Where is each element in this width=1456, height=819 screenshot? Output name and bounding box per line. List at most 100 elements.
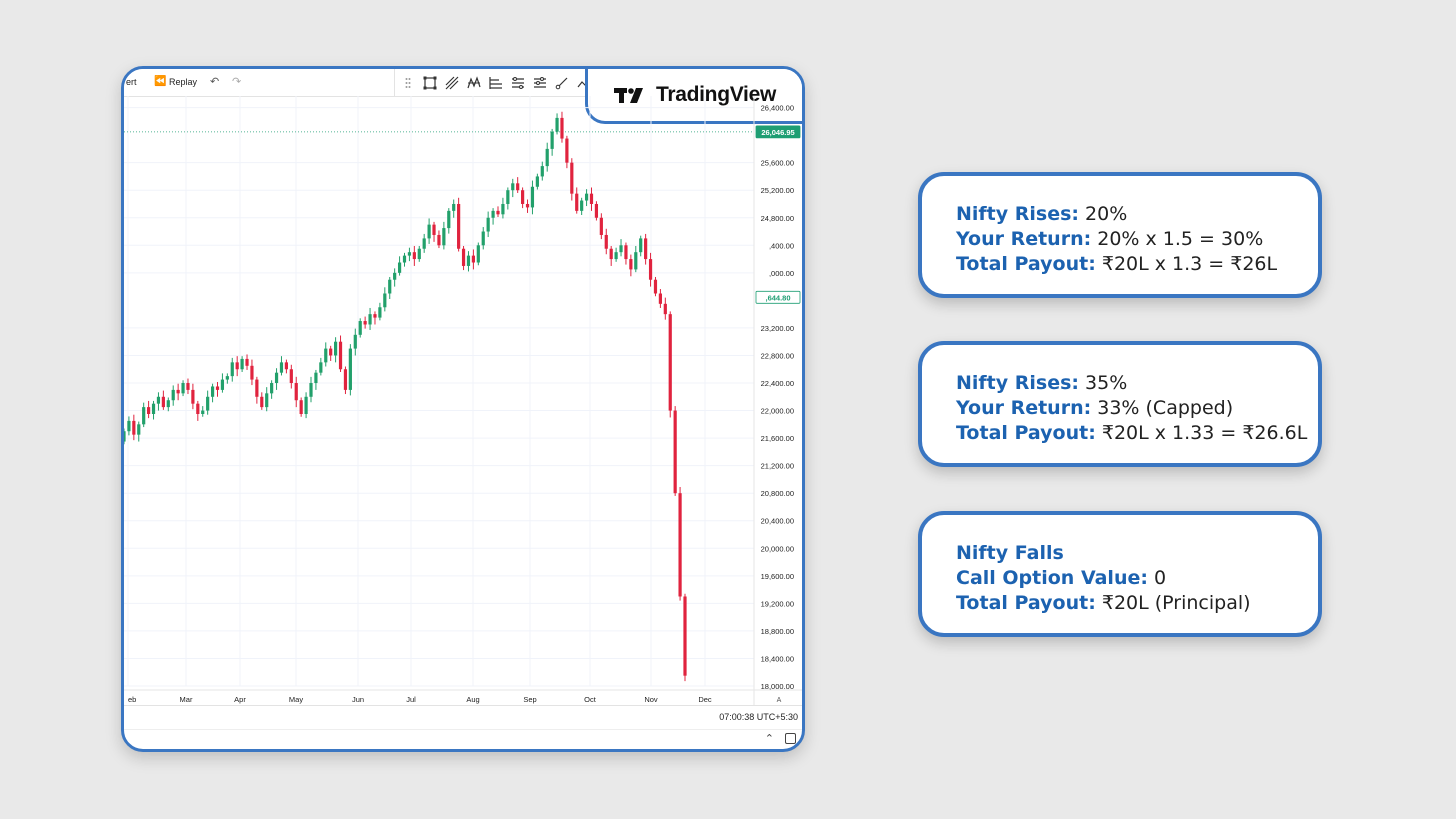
- x-tick-label: Mar: [180, 695, 193, 704]
- candle-body: [176, 389, 180, 394]
- candle-body: [639, 238, 643, 253]
- candle-body: [151, 403, 156, 415]
- candle-body: [156, 396, 161, 404]
- candle-body: [378, 307, 382, 318]
- chevron-up-icon[interactable]: ⌃: [764, 732, 774, 745]
- y-tick-label: 23,200.00: [761, 324, 794, 333]
- candle-body: [353, 334, 357, 349]
- redo-icon[interactable]: ↷: [232, 76, 242, 88]
- x-tick-label: Apr: [234, 695, 246, 704]
- candle-body: [604, 234, 608, 249]
- candle-body: [658, 293, 662, 304]
- candle-body: [422, 238, 426, 249]
- candle-body: [137, 424, 141, 435]
- candle-body: [491, 210, 495, 218]
- candle-body: [457, 203, 461, 249]
- range-tool-icon[interactable]: [509, 74, 527, 92]
- candle-body: [220, 379, 225, 390]
- pattern-tool-icon[interactable]: [465, 74, 483, 92]
- candle-body: [166, 400, 170, 408]
- candle-body: [132, 420, 136, 435]
- drag-handle-icon[interactable]: [399, 74, 417, 92]
- candle-body: [417, 248, 421, 260]
- candle-body: [535, 176, 539, 187]
- candle-body: [545, 148, 549, 167]
- y-tick-label: 25,200.00: [761, 186, 794, 195]
- tradingview-logo: TradingView: [585, 69, 802, 124]
- card-line: Your Return: 20% x 1.5 = 30%: [956, 228, 1264, 250]
- candle-body: [210, 386, 215, 397]
- candle-body: [481, 231, 485, 246]
- candle-body: [191, 389, 195, 404]
- y-tick-label: 24,800.00: [761, 214, 794, 223]
- candle-body: [678, 493, 682, 597]
- candle-body: [393, 272, 397, 280]
- alert-button[interactable]: ert: [126, 77, 137, 87]
- payout-card-rise-35: Nifty Rises: 35% Your Return: 33% (Cappe…: [918, 341, 1322, 467]
- candle-body: [530, 186, 535, 208]
- candle-body: [653, 279, 658, 294]
- brush-tool-icon[interactable]: [553, 74, 571, 92]
- candle-body: [506, 190, 510, 204]
- position-tool-icon[interactable]: [487, 74, 505, 92]
- y-tick-label: 20,400.00: [761, 517, 794, 526]
- candle-body: [142, 407, 146, 425]
- candle-body: [540, 166, 544, 177]
- candle-body: [412, 252, 416, 260]
- projection-tool-icon[interactable]: [531, 74, 549, 92]
- panel-footer: ⌃: [124, 729, 802, 749]
- candle-body: [619, 245, 623, 253]
- auto-scale-button[interactable]: A: [777, 697, 782, 704]
- candle-body: [245, 358, 249, 366]
- candlestick-chart[interactable]: 26,400.00 25,600.00 25,200.00 24,800.00 ,400…: [124, 96, 802, 705]
- candle-body: [466, 255, 471, 266]
- y-tick-label: 18,000.00: [761, 682, 794, 691]
- candle-body: [329, 348, 333, 356]
- card-line: Nifty Rises: 35%: [956, 372, 1128, 394]
- candle-body: [673, 410, 677, 494]
- candle-body: [368, 314, 372, 325]
- y-tick-label: 18,800.00: [761, 627, 794, 636]
- candle-body: [496, 210, 500, 215]
- y-tick-label: 19,200.00: [761, 599, 794, 608]
- x-tick-label: Oct: [584, 695, 597, 704]
- candle-body: [215, 386, 220, 390]
- fib-tool-icon[interactable]: [443, 74, 461, 92]
- y-tick-label: 26,400.00: [761, 104, 794, 113]
- rectangle-tool-icon[interactable]: [421, 74, 439, 92]
- candle-body: [250, 365, 254, 380]
- secondary-price-tag-bg: [755, 290, 801, 304]
- chart-window: ert ⏪ Replay ↶ ↷: [121, 66, 805, 752]
- replay-icon[interactable]: ⏪: [154, 76, 167, 87]
- candle-body: [206, 396, 210, 411]
- x-tick-label: May: [289, 695, 303, 704]
- card-line: Your Return: 33% (Capped): [956, 397, 1234, 419]
- candle-body: [338, 341, 343, 370]
- candle-body: [589, 193, 594, 204]
- y-tick-label: 20,000.00: [761, 544, 794, 553]
- candle-body: [161, 396, 165, 408]
- candle-body: [580, 200, 584, 211]
- maximize-icon[interactable]: [785, 733, 796, 744]
- candle-body: [594, 203, 599, 218]
- candle-body: [609, 248, 613, 260]
- undo-icon[interactable]: ↶: [210, 76, 220, 88]
- candle-body: [407, 252, 412, 256]
- candle-body: [575, 193, 579, 211]
- candle-body: [584, 193, 589, 201]
- candle-body: [501, 203, 505, 215]
- brand-name: TradingView: [655, 83, 776, 106]
- candle-body: [260, 396, 264, 408]
- candle-body: [427, 224, 431, 239]
- candle-body: [570, 162, 574, 194]
- card-line: Total Payout: ₹20L x 1.33 = ₹26.6L: [956, 422, 1308, 444]
- candle-body: [471, 255, 475, 263]
- candle-body: [560, 117, 564, 139]
- candle-body: [124, 431, 126, 442]
- candle-body: [624, 245, 628, 260]
- last-price-tag: 26,046.95: [761, 128, 794, 137]
- replay-button[interactable]: Replay: [169, 77, 198, 87]
- x-tick-label: Dec: [698, 695, 712, 704]
- status-bar: 07:00:38 UTC+5:30: [124, 705, 802, 730]
- candle-body: [447, 210, 451, 229]
